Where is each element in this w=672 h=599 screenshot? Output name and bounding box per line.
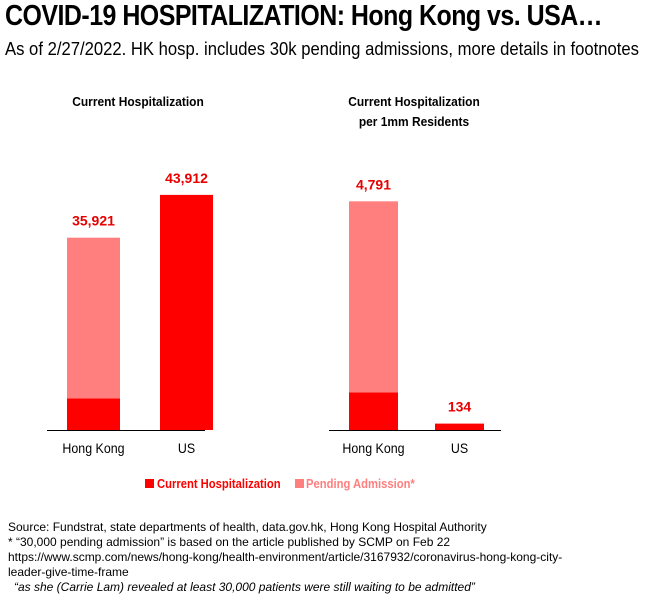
legend-label-1: Current Hospitalization (157, 476, 281, 491)
chart-1-value-label-1: 35,921 (72, 213, 115, 229)
chart-1-title-line-1: Current Hospitalization (72, 95, 204, 110)
chart-2-value-label-1: 4,791 (356, 176, 391, 192)
chart-2-title-line-1: Current Hospitalization (348, 95, 480, 110)
page-title: COVID-19 HOSPITALIZATION: Hong Kong vs. … (5, 0, 603, 32)
legend-swatch-1 (145, 479, 154, 488)
chart-2-bar-1-pending (349, 201, 398, 393)
legend-label-2: Pending Admission* (306, 476, 415, 491)
page-subtitle: As of 2/27/2022. HK hosp. includes 30k p… (5, 38, 640, 59)
chart-2-value-label-2: 134 (448, 399, 472, 415)
chart-1-value-label-2: 43,912 (165, 170, 208, 186)
chart-2-title-line-2: per 1mm Residents (359, 115, 469, 130)
chart-2-category-label-2: US (451, 441, 469, 457)
legend-swatch-2 (295, 479, 304, 488)
chart-2-category-label-1: Hong Kong (342, 441, 404, 457)
chart-1-category-label-2: US (178, 441, 196, 457)
footnotes: Source: Fundstrat, state departments of … (8, 520, 668, 595)
footnote-url-line-2[interactable]: leader-give-time-frame (8, 565, 129, 579)
footnote-note: * “30,000 pending admission” is based on… (8, 535, 451, 549)
chart-1-bar-2-current (160, 194, 213, 430)
footnote-url-line-1[interactable]: https://www.scmp.com/news/hong-kong/heal… (8, 550, 563, 564)
chart-1-bar-1-pending (67, 237, 120, 399)
footnote-quote: “as she (Carrie Lam) revealed at least 3… (14, 580, 475, 594)
chart-2-bar-2-current (435, 423, 484, 430)
footnote-source: Source: Fundstrat, state departments of … (8, 520, 487, 534)
chart-1-category-label-1: Hong Kong (62, 441, 124, 457)
chart-1-bar-1-current (67, 398, 120, 430)
chart-2-bar-1-current (349, 392, 398, 430)
